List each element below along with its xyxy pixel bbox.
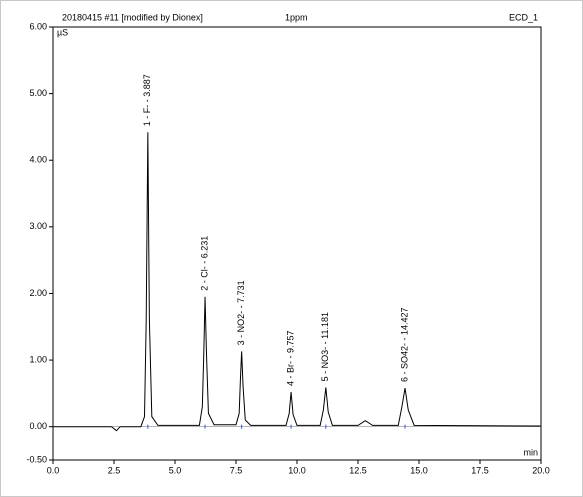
y-tick-label: 4.00	[29, 155, 47, 165]
y-tick-label: 5.00	[29, 88, 47, 98]
y-tick-label: 2.00	[29, 288, 47, 298]
x-tick-label: 15.0	[410, 465, 428, 475]
y-axis-label: µS	[57, 27, 68, 37]
y-tick-label: 0.00	[29, 421, 47, 431]
y-tick-label: 1.00	[29, 354, 47, 364]
peak-label: 6 - SO42- - 14.427	[399, 308, 409, 383]
peak-label: 1 - F- - 3.887	[142, 74, 152, 126]
y-tick-label: 6.00	[29, 21, 47, 31]
trace	[53, 132, 542, 432]
peak-label: 3 - NO2- - 7.731	[236, 280, 246, 345]
peak-label: 2 - Cl- - 6.231	[199, 236, 209, 291]
x-tick-label: 2.5	[108, 465, 121, 475]
x-tick-label: 10.0	[288, 465, 306, 475]
chart-title: 20180415 #11 [modified by Dionex]	[62, 12, 203, 22]
y-tick-label: 3.00	[29, 221, 47, 231]
peak-label: 4 - Br- - 9.757	[285, 331, 295, 387]
y-tick-label: -0.50	[26, 454, 47, 464]
x-tick-label: 5.0	[169, 465, 182, 475]
x-tick-label: 20.0	[532, 465, 550, 475]
x-axis-label: min	[523, 447, 538, 457]
channel-label: ECD_1	[509, 12, 538, 22]
x-tick-label: 7.5	[230, 465, 243, 475]
x-tick-label: 12.5	[349, 465, 367, 475]
x-tick-label: 0.0	[47, 465, 60, 475]
peak-label: 5 - NO3- - 11.181	[320, 312, 330, 381]
x-tick-label: 17.5	[471, 465, 489, 475]
chart-subtitle: 1ppm	[285, 12, 308, 22]
